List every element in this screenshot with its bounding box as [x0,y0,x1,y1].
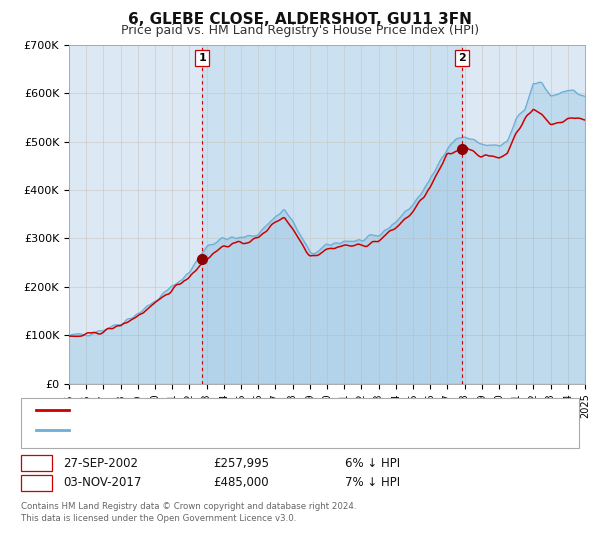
Text: This data is licensed under the Open Government Licence v3.0.: This data is licensed under the Open Gov… [21,514,296,523]
Text: Contains HM Land Registry data © Crown copyright and database right 2024.: Contains HM Land Registry data © Crown c… [21,502,356,511]
Text: 2: 2 [458,53,466,63]
Text: 1: 1 [198,53,206,63]
Text: HPI: Average price, detached house, Rushmoor: HPI: Average price, detached house, Rush… [72,424,329,435]
Text: £485,000: £485,000 [213,476,269,489]
Bar [202,45,462,384]
Text: £257,995: £257,995 [213,456,269,470]
Text: 7% ↓ HPI: 7% ↓ HPI [345,476,400,489]
Text: 03-NOV-2017: 03-NOV-2017 [63,476,142,489]
Text: 1: 1 [32,456,41,470]
Text: 6, GLEBE CLOSE, ALDERSHOT, GU11 3FN: 6, GLEBE CLOSE, ALDERSHOT, GU11 3FN [128,12,472,27]
Text: 6% ↓ HPI: 6% ↓ HPI [345,456,400,470]
Text: Price paid vs. HM Land Registry's House Price Index (HPI): Price paid vs. HM Land Registry's House … [121,24,479,37]
Text: 6, GLEBE CLOSE, ALDERSHOT, GU11 3FN (detached house): 6, GLEBE CLOSE, ALDERSHOT, GU11 3FN (det… [72,405,397,415]
Text: 2: 2 [32,476,41,489]
Text: 27-SEP-2002: 27-SEP-2002 [63,456,138,470]
